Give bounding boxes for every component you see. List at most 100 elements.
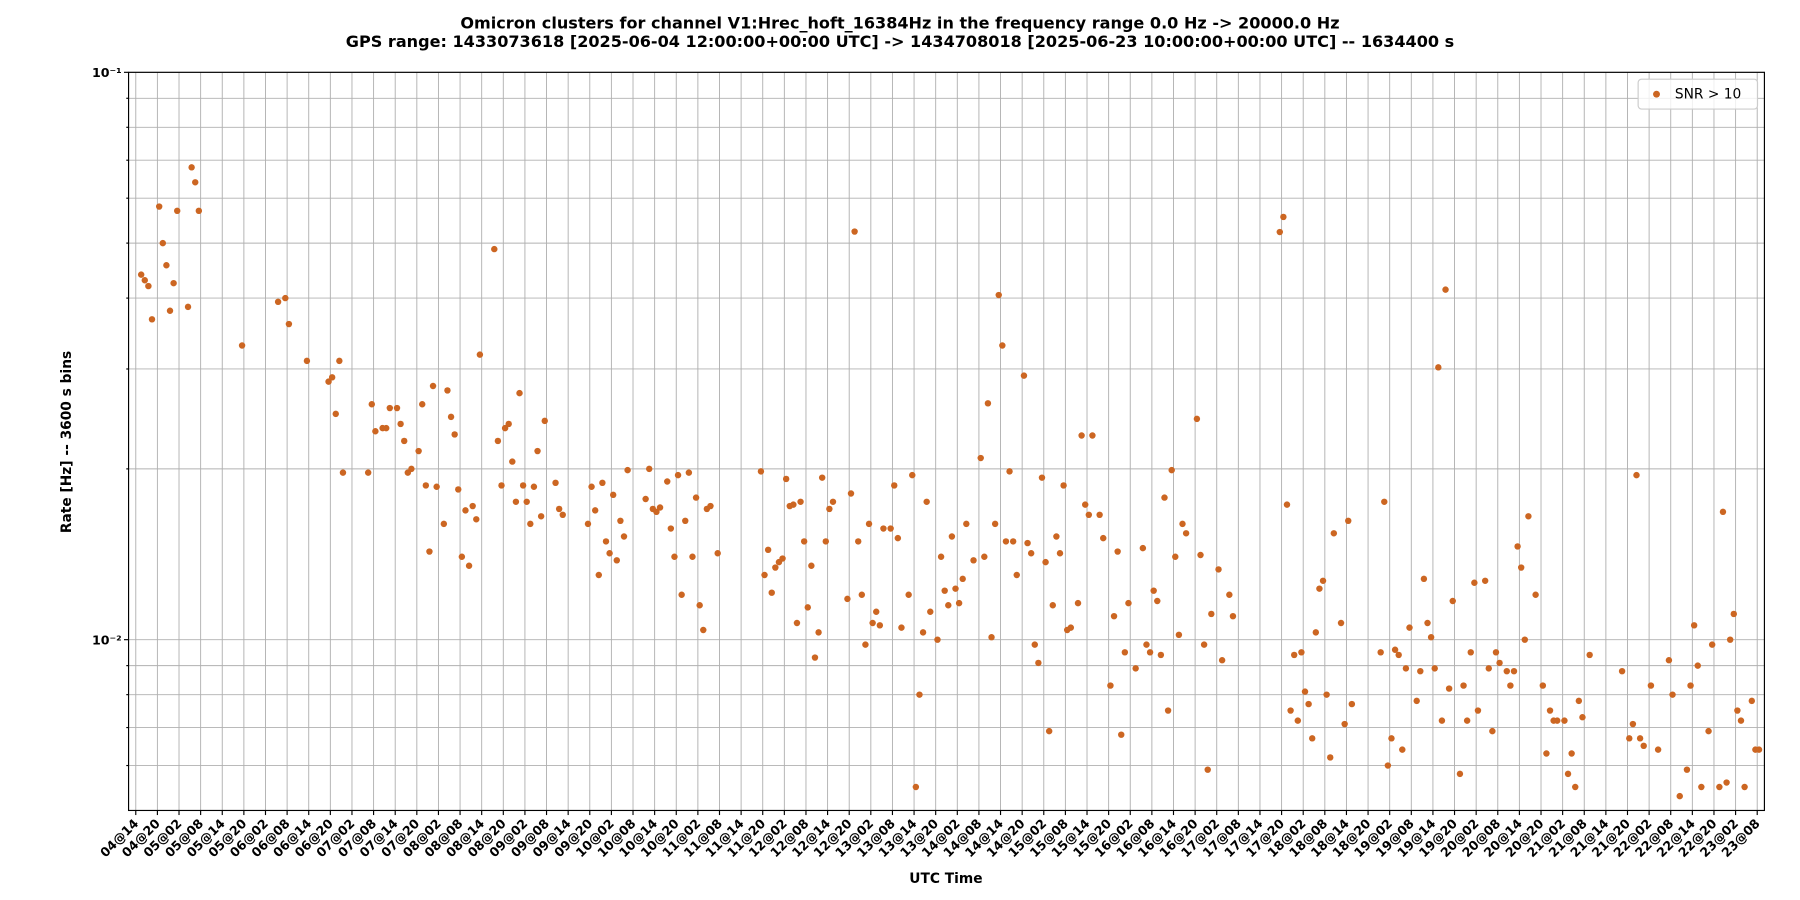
chart-subtitle: GPS range: 1433073618 [2025-06-04 12:00:… (346, 32, 1454, 51)
data-point (642, 495, 649, 503)
data-point (779, 555, 786, 562)
data-point (782, 475, 790, 483)
data-point (1179, 520, 1186, 528)
data-point (1492, 649, 1500, 656)
data-point (1182, 530, 1190, 537)
data-point (1085, 511, 1093, 519)
data-point (955, 599, 963, 607)
data-point (984, 400, 992, 407)
data-point (818, 474, 826, 481)
data-point (1449, 597, 1456, 605)
data-point (419, 401, 426, 408)
data-point (617, 517, 624, 525)
data-point (865, 520, 873, 528)
data-point (537, 513, 545, 520)
data-point (909, 471, 916, 479)
data-point (602, 538, 610, 545)
data-point (1496, 659, 1503, 667)
data-point (1420, 575, 1428, 583)
data-point (656, 504, 664, 511)
data-point (1474, 707, 1482, 714)
data-point (491, 245, 498, 253)
data-point (1705, 727, 1712, 735)
data-point (808, 562, 815, 569)
data-point (1561, 717, 1568, 724)
data-point (815, 629, 822, 636)
data-point (415, 447, 422, 455)
data-point (1381, 498, 1388, 505)
data-point (1654, 746, 1662, 753)
data-point (163, 262, 170, 269)
data-point (1172, 553, 1179, 560)
data-point (1525, 513, 1532, 520)
data-point (1507, 682, 1514, 689)
data-point (689, 553, 696, 560)
data-point (1107, 682, 1114, 689)
data-point (1521, 636, 1529, 643)
data-point (473, 516, 480, 523)
data-point (927, 608, 934, 615)
data-point (1489, 727, 1496, 735)
chart-title: Omicron clusters for channel V1:Hrec_hof… (460, 14, 1339, 33)
data-point (1755, 746, 1763, 753)
data-point (1568, 750, 1575, 757)
data-point (1708, 641, 1716, 648)
data-point (1395, 651, 1402, 659)
data-point (891, 482, 898, 489)
data-point (1096, 511, 1103, 519)
data-point (591, 507, 599, 514)
data-point (1038, 474, 1046, 481)
data-point (1629, 720, 1637, 728)
data-point (1402, 665, 1410, 672)
data-point (682, 517, 689, 525)
data-point (1276, 228, 1284, 236)
x-axis-label: UTC Time (909, 871, 982, 887)
data-point (512, 498, 520, 505)
data-point (1730, 610, 1738, 618)
data-point (1125, 599, 1132, 607)
data-point (862, 641, 869, 648)
data-point (476, 351, 484, 358)
legend-marker (1653, 90, 1660, 98)
data-point (988, 634, 995, 641)
data-point (916, 691, 923, 698)
data-point (653, 508, 660, 516)
data-point (552, 479, 559, 487)
data-point (826, 505, 833, 513)
data-point (887, 525, 894, 532)
data-point (685, 469, 693, 476)
data-point (790, 501, 797, 508)
data-point (606, 550, 613, 557)
data-point (977, 454, 984, 462)
data-point (455, 486, 462, 493)
data-point (1687, 682, 1694, 689)
data-point (1150, 587, 1157, 594)
data-point (1121, 649, 1129, 656)
data-point (1146, 649, 1154, 656)
data-point (285, 320, 293, 328)
plot-marks (137, 164, 1763, 800)
data-point (1517, 564, 1525, 571)
data-point (1503, 667, 1511, 675)
data-point (1539, 682, 1547, 689)
data-point (1431, 665, 1438, 672)
data-point (440, 520, 448, 528)
data-point (1305, 700, 1312, 708)
data-point (714, 550, 721, 557)
data-point (941, 587, 948, 594)
data-point (970, 557, 977, 564)
data-point (401, 437, 408, 445)
data-point (696, 602, 703, 609)
data-point (1053, 533, 1060, 540)
data-point (876, 622, 884, 629)
data-point (1006, 468, 1013, 475)
data-point (851, 228, 858, 235)
data-point (1345, 517, 1352, 525)
data-point (188, 164, 195, 171)
data-point (1510, 667, 1518, 675)
data-point (1226, 591, 1233, 598)
data-point (1438, 717, 1446, 724)
data-point (1319, 577, 1327, 584)
data-point (174, 207, 181, 215)
